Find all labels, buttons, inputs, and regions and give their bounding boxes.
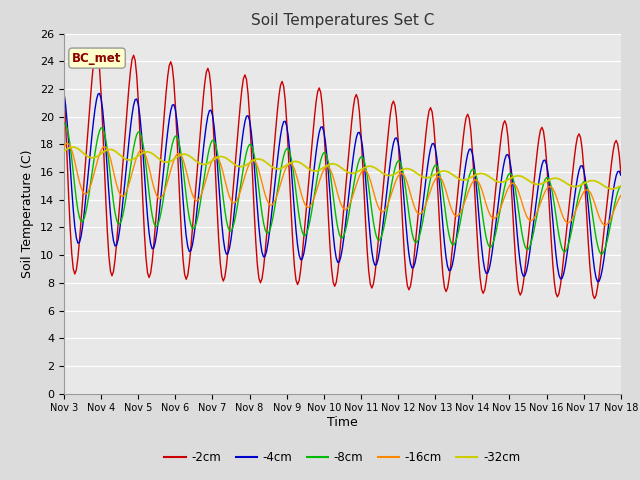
-16cm — [617, 192, 625, 198]
X-axis label: Time: Time — [327, 416, 358, 429]
-32cm — [397, 168, 405, 173]
-4cm — [60, 90, 68, 96]
-32cm — [410, 168, 417, 174]
Line: -8cm: -8cm — [64, 123, 621, 254]
-4cm — [549, 217, 557, 223]
-16cm — [165, 173, 173, 179]
Y-axis label: Soil Temperature (C): Soil Temperature (C) — [22, 149, 35, 278]
-2cm — [165, 63, 173, 69]
-16cm — [63, 140, 71, 146]
-32cm — [69, 144, 77, 150]
-32cm — [608, 186, 616, 192]
-2cm — [60, 85, 68, 91]
Legend: -2cm, -4cm, -8cm, -16cm, -32cm: -2cm, -4cm, -8cm, -16cm, -32cm — [160, 446, 525, 469]
-4cm — [396, 149, 403, 155]
-16cm — [77, 184, 85, 190]
-2cm — [410, 260, 417, 266]
-8cm — [60, 120, 68, 126]
-32cm — [77, 148, 85, 154]
-32cm — [617, 183, 625, 189]
-32cm — [165, 159, 173, 165]
Line: -4cm: -4cm — [64, 93, 621, 282]
-8cm — [549, 192, 557, 197]
-8cm — [617, 183, 625, 189]
Title: Soil Temperatures Set C: Soil Temperatures Set C — [251, 13, 434, 28]
-8cm — [164, 168, 172, 173]
-16cm — [60, 144, 68, 150]
-16cm — [397, 170, 405, 176]
-4cm — [617, 172, 625, 178]
Line: -2cm: -2cm — [64, 48, 621, 299]
-2cm — [591, 296, 598, 301]
-32cm — [550, 175, 558, 181]
-8cm — [408, 230, 416, 236]
-16cm — [602, 222, 609, 228]
Line: -32cm: -32cm — [64, 147, 621, 189]
-4cm — [408, 265, 416, 271]
-4cm — [164, 129, 172, 135]
-2cm — [379, 191, 387, 197]
-8cm — [76, 215, 83, 220]
-4cm — [594, 279, 602, 285]
-2cm — [93, 46, 100, 51]
-8cm — [377, 235, 385, 240]
-2cm — [550, 279, 558, 285]
-8cm — [396, 158, 403, 164]
-32cm — [379, 170, 387, 176]
-16cm — [379, 209, 387, 215]
-8cm — [598, 251, 606, 257]
-32cm — [60, 148, 68, 154]
Line: -16cm: -16cm — [64, 143, 621, 225]
-2cm — [617, 169, 625, 175]
-4cm — [377, 238, 385, 243]
-2cm — [76, 238, 83, 244]
-16cm — [550, 189, 558, 194]
Text: BC_met: BC_met — [72, 51, 122, 65]
-16cm — [410, 202, 417, 207]
-4cm — [76, 240, 83, 245]
-2cm — [397, 193, 405, 199]
